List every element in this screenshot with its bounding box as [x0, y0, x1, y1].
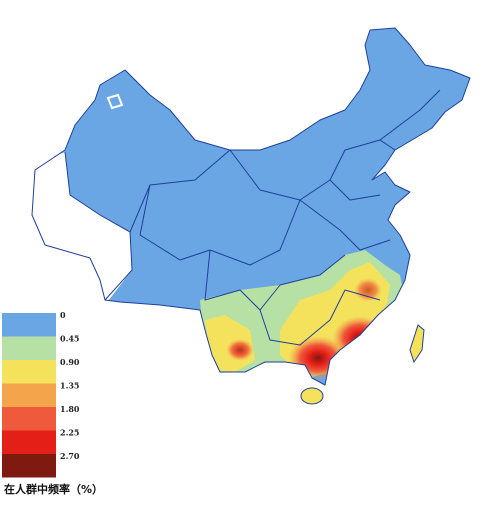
china-map	[31, 27, 471, 405]
hotspot	[354, 278, 382, 302]
legend-label: 0.45	[60, 334, 79, 344]
legend-label: 1.35	[60, 381, 79, 391]
legend-label: 0.90	[60, 357, 80, 367]
hotspot	[332, 316, 388, 360]
legend-title: 在人群中频率（%）	[4, 482, 103, 496]
legend-swatch	[2, 430, 56, 454]
hotspot	[226, 339, 254, 361]
legend: 在人群中频率（%） 0 0.45 0.90 1.35 1.80 2.25 2.70	[2, 310, 103, 496]
legend-swatch	[2, 407, 56, 431]
legend-swatch	[2, 336, 56, 360]
legend-swatch	[2, 360, 56, 384]
legend-label: 2.70	[60, 451, 80, 461]
province-borders	[64, 89, 441, 346]
legend-swatch	[2, 383, 56, 407]
lake	[106, 93, 124, 110]
taiwan	[409, 324, 425, 364]
legend-swatch	[2, 313, 56, 337]
legend-swatch	[2, 454, 56, 478]
legend-label: 2.25	[60, 428, 79, 438]
legend-label: 0	[60, 310, 66, 320]
hainan	[300, 387, 324, 405]
legend-label: 1.80	[60, 404, 80, 414]
